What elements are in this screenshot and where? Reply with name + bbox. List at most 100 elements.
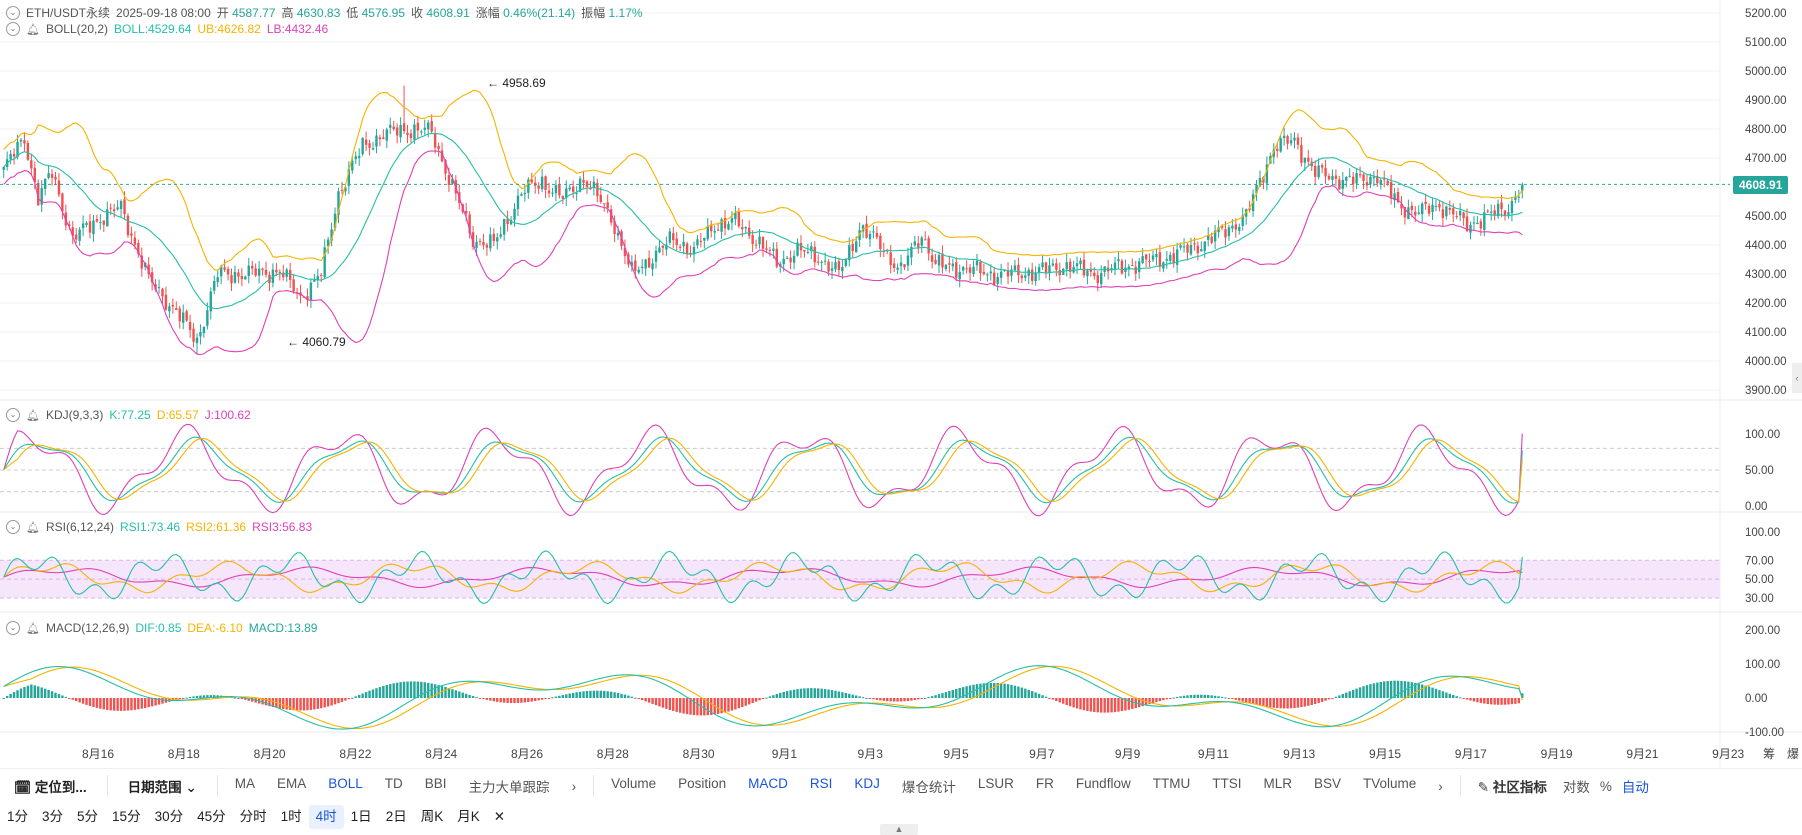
timeframe-7[interactable]: 1时 [280,809,302,824]
chevron-down-icon[interactable]: ⌄ [6,621,20,635]
sub-indicator-macd[interactable]: MACD [748,776,788,791]
macd-histogram-bar [485,698,489,700]
sub-indicator-rsi[interactable]: RSI [809,776,833,791]
timeframe-0[interactable]: 1分 [7,809,29,824]
candle-body [1410,205,1414,211]
timeframe-11[interactable]: 周K [420,809,444,824]
bell-icon[interactable]: 🔔︎ [26,23,40,36]
candle-body [496,237,499,242]
bell-icon[interactable]: 🔔︎ [26,622,40,635]
chevron-down-icon[interactable]: ⌄ [6,5,20,20]
sub-indicator-lsur[interactable]: LSUR [977,776,1014,791]
timeframe-8[interactable]: 4时 [308,805,344,829]
main-indicator-ema[interactable]: EMA [277,776,307,791]
close-icon[interactable]: ✕ [493,809,506,824]
macd-histogram-bar [1227,698,1231,699]
log-scale-toggle[interactable]: 对数 [1562,780,1590,795]
candle-body [99,222,102,224]
macd-histogram-bar [85,698,88,705]
sub-indicator-fundflow[interactable]: Fundflow [1075,776,1131,791]
candle-body [275,269,278,273]
main-indicator-ma[interactable]: MA [234,776,255,791]
boll-ub-value: UB:4626.82 [197,22,261,36]
macd-histogram-bar [913,698,917,701]
x-tick-label: 9月5 [943,747,969,761]
macd-histogram-bar [1231,698,1234,700]
chevron-right-icon[interactable]: › [571,778,577,794]
candle-body [33,167,36,183]
sub-indicator-kdj[interactable]: KDJ [854,776,880,791]
macd-histogram-bar [1065,698,1068,706]
chevron-right-icon[interactable]: › [1438,778,1443,794]
chevron-down-icon[interactable]: ⌄ [6,520,20,534]
chart-canvas[interactable]: 5200.00 5100.00 5000.00 4900.00 4800.00 4700.… [0,0,1802,768]
candle-body [948,263,951,265]
candle-body [106,209,109,227]
candle-body [1020,275,1024,279]
candle-body [744,227,747,229]
macd-histogram-bar [247,698,250,701]
timeframe-9[interactable]: 1日 [350,809,372,824]
candle-body [226,268,230,275]
percent-scale-toggle[interactable]: % [1599,778,1612,794]
main-indicator-boll[interactable]: BOLL [328,776,363,791]
main-indicator-bbi[interactable]: BBI [424,776,447,791]
macd-histogram-bar [1327,698,1331,700]
auto-scale-toggle[interactable]: 自动 [1621,780,1649,795]
locate-button[interactable]: 🗓︎ 定位到... [0,776,101,796]
macd-histogram-bar [433,684,437,698]
macd-histogram-bar [1020,687,1024,698]
candle-body [1351,176,1355,185]
candle-body [1158,252,1162,267]
sub-indicator-爆仓统计[interactable]: 爆仓统计 [901,780,956,795]
candle-body [1175,249,1179,265]
macd-histogram-bar [975,684,979,698]
candle-body [1514,196,1517,200]
macd-histogram-bar [537,698,540,701]
macd-histogram-bar [264,698,268,706]
bell-icon[interactable]: 🔔︎ [26,409,40,422]
candle-body [741,227,744,230]
sub-indicator-ttsi[interactable]: TTSI [1212,776,1242,791]
bell-icon[interactable]: 🔔︎ [26,521,40,534]
timeframe-2[interactable]: 5分 [77,809,99,824]
macd-histogram-bar [1051,698,1055,700]
candle-body [423,127,426,130]
timeframe-5[interactable]: 45分 [197,809,226,824]
main-indicator-主力大单跟踪[interactable]: 主力大单跟踪 [468,780,550,795]
chevron-down-icon[interactable]: ⌄ [6,408,20,422]
macd-histogram-bar [1210,695,1213,698]
candle-body [1048,265,1051,273]
sub-indicator-tvolume[interactable]: TVolume [1362,776,1417,791]
timeframe-12[interactable]: 月K [457,809,480,824]
candle-body [1200,249,1203,252]
candle-body [1403,206,1407,218]
date-range-dropdown[interactable]: 日期范围 ⌄ [114,776,211,796]
candle-body [520,194,523,196]
sub-indicator-volume[interactable]: Volume [611,776,657,791]
candle-body [1141,256,1144,263]
right-axis-label: 爆 [1787,747,1799,761]
high-marker: ← 4958.69 [487,76,546,90]
candle-body [1465,216,1469,232]
community-indicator-button[interactable]: ✎ 社区指标 [1467,776,1558,796]
timeframe-10[interactable]: 2日 [385,809,407,824]
macd-histogram-bar [471,696,475,698]
sub-indicator-mlr[interactable]: MLR [1263,776,1292,791]
macd-histogram-bar [1169,698,1172,699]
timeframe-4[interactable]: 30分 [154,809,184,824]
sub-indicator-ttmu[interactable]: TTMU [1152,776,1191,791]
collapse-handle[interactable]: ▲ [880,824,918,835]
sub-indicator-position[interactable]: Position [678,776,727,791]
chevron-down-icon[interactable]: ⌄ [6,22,20,36]
timeframe-1[interactable]: 3分 [42,809,64,824]
timeframe-6[interactable]: 分时 [239,809,267,824]
candle-body [502,218,506,235]
sub-indicator-fr[interactable]: FR [1035,776,1054,791]
timeframe-3[interactable]: 15分 [112,809,141,824]
main-indicator-td[interactable]: TD [384,776,403,791]
sub-indicator-bsv[interactable]: BSV [1313,776,1341,791]
side-panel-handle[interactable]: ‹ [1792,363,1802,393]
candle-body [941,253,944,268]
candle-body [920,237,923,246]
